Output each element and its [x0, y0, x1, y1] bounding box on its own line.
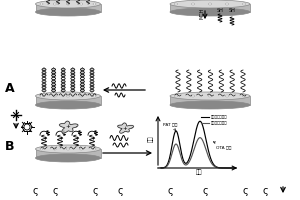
- Ellipse shape: [170, 92, 250, 100]
- Ellipse shape: [53, 3, 56, 5]
- Ellipse shape: [93, 148, 96, 150]
- Bar: [170, 4, 250, 12]
- Ellipse shape: [35, 145, 100, 153]
- Text: MCH: MCH: [200, 7, 205, 19]
- Ellipse shape: [40, 3, 43, 5]
- Ellipse shape: [226, 3, 229, 5]
- Ellipse shape: [93, 95, 96, 97]
- Ellipse shape: [175, 3, 178, 5]
- Text: +: +: [91, 136, 95, 142]
- Ellipse shape: [40, 95, 43, 97]
- Text: +: +: [43, 136, 47, 142]
- Text: SH: SH: [229, 8, 236, 13]
- Bar: [35, 4, 100, 12]
- Text: ς: ς: [117, 186, 123, 196]
- Text: ς: ς: [262, 186, 268, 196]
- Ellipse shape: [242, 95, 245, 97]
- Ellipse shape: [40, 148, 43, 150]
- Text: ς: ς: [167, 186, 173, 196]
- Ellipse shape: [53, 148, 56, 150]
- Ellipse shape: [80, 95, 83, 97]
- Text: +: +: [58, 136, 63, 142]
- Text: 加入目标物之后: 加入目标物之后: [211, 121, 228, 125]
- Ellipse shape: [35, 101, 100, 109]
- Ellipse shape: [175, 95, 178, 97]
- Ellipse shape: [170, 0, 250, 8]
- Ellipse shape: [80, 148, 83, 150]
- Text: +: +: [75, 136, 80, 142]
- Bar: [35, 96, 100, 105]
- Ellipse shape: [170, 8, 250, 16]
- Ellipse shape: [170, 101, 250, 109]
- Ellipse shape: [80, 3, 83, 5]
- Ellipse shape: [67, 148, 70, 150]
- Text: A: A: [5, 82, 15, 96]
- Ellipse shape: [35, 92, 100, 100]
- Text: PAT 信号: PAT 信号: [163, 122, 177, 131]
- Text: ς: ς: [92, 186, 98, 196]
- Ellipse shape: [208, 95, 211, 97]
- Text: ς: ς: [32, 186, 38, 196]
- Text: 电位: 电位: [196, 169, 202, 175]
- Text: 加入目标物之前: 加入目标物之前: [211, 115, 228, 119]
- Ellipse shape: [35, 8, 100, 16]
- Text: B: B: [5, 140, 14, 152]
- Ellipse shape: [67, 95, 70, 97]
- Text: SH: SH: [217, 8, 224, 13]
- Bar: [35, 149, 100, 158]
- Ellipse shape: [191, 3, 194, 5]
- Text: +: +: [66, 124, 70, 130]
- Ellipse shape: [242, 3, 245, 5]
- Ellipse shape: [93, 3, 96, 5]
- Text: ς: ς: [52, 186, 58, 196]
- Ellipse shape: [191, 95, 194, 97]
- Ellipse shape: [35, 0, 100, 8]
- Ellipse shape: [208, 3, 211, 5]
- Polygon shape: [59, 121, 78, 133]
- Text: ς: ς: [202, 186, 208, 196]
- Ellipse shape: [67, 3, 70, 5]
- Text: +: +: [123, 126, 128, 130]
- Bar: [170, 96, 250, 105]
- Polygon shape: [118, 123, 134, 133]
- Ellipse shape: [35, 154, 100, 162]
- Text: ς: ς: [242, 186, 248, 196]
- Ellipse shape: [226, 95, 229, 97]
- Ellipse shape: [53, 95, 56, 97]
- Text: 电流: 电流: [148, 135, 154, 142]
- Text: OTA 信号: OTA 信号: [214, 142, 232, 149]
